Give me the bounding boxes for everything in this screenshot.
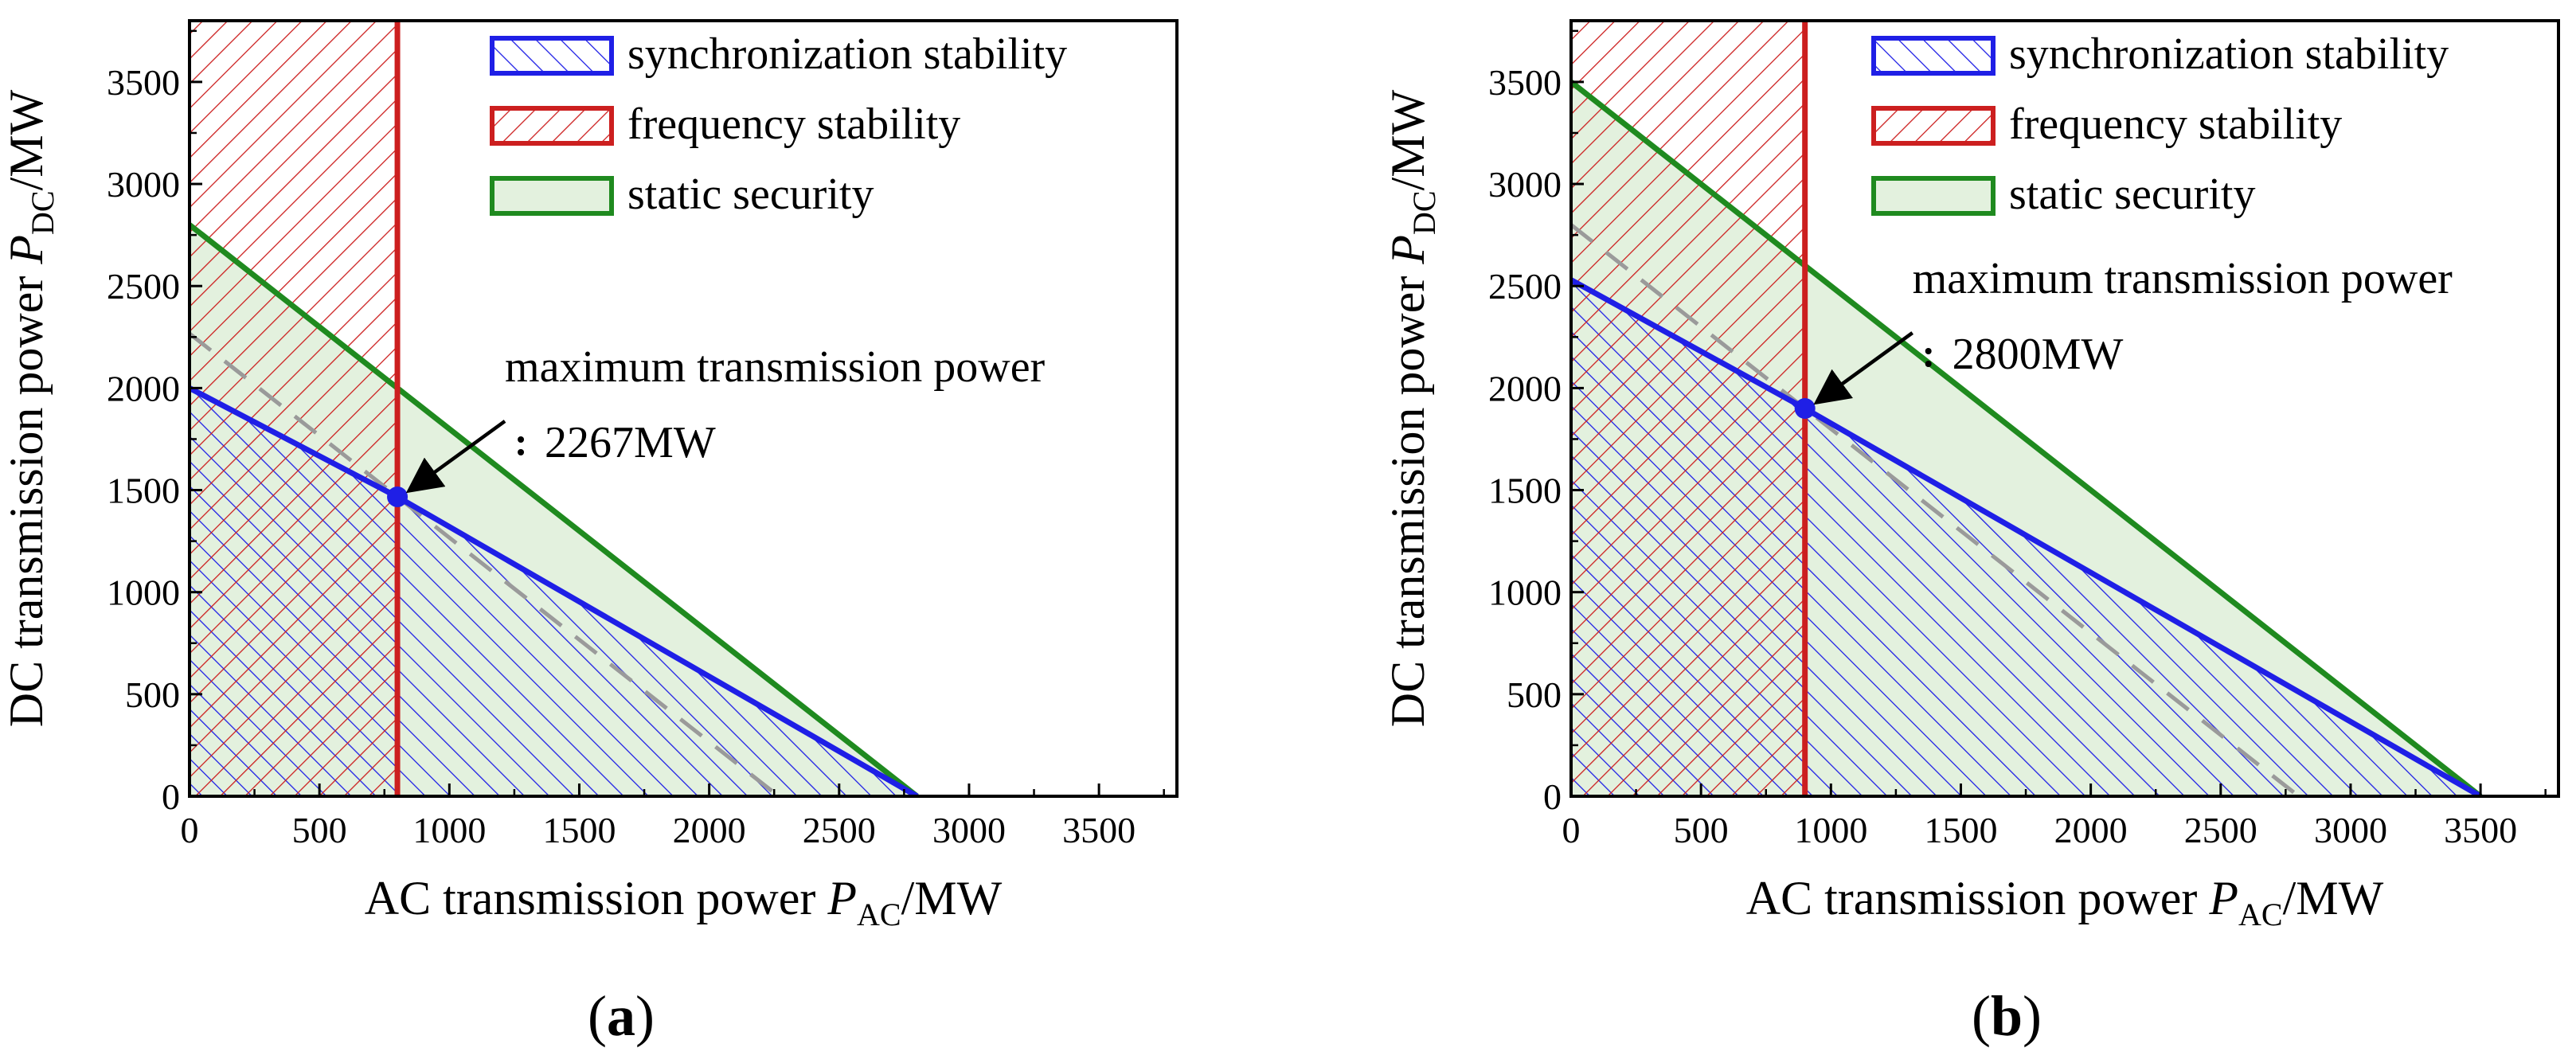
y-tick-label: 2000	[1488, 368, 1562, 408]
legend-swatch-static	[1871, 176, 1996, 216]
legend-swatch-sync	[490, 36, 614, 76]
panel-label: (b)	[1972, 984, 2042, 1048]
y-axis-title: DC transmission power PDC/MW	[1382, 89, 1442, 727]
x-tick-label: 1000	[412, 810, 486, 850]
dashed-reference-line	[1571, 223, 2300, 796]
legend-label-static: static security	[627, 170, 874, 219]
freq-stability-region	[190, 21, 398, 796]
legend-swatch-static	[490, 176, 614, 216]
legend-label-freq: frequency stability	[627, 100, 960, 149]
x-tick-label: 3500	[1062, 810, 1136, 850]
legend-label-freq: frequency stability	[2009, 100, 2342, 149]
x-axis-title: AC transmission power PAC/MW	[365, 872, 1003, 932]
x-tick-label: 0	[1562, 810, 1581, 850]
chart-panel-b: maximum transmission power 2800MW synchron…	[1382, 19, 2560, 1048]
annotation-value: 2267MW	[545, 418, 716, 467]
legend-swatch-sync	[1871, 36, 1996, 76]
panel-label: (a)	[588, 984, 655, 1048]
annotation-colon-dot	[518, 448, 525, 455]
y-tick-label: 2500	[107, 266, 180, 307]
annotation-colon-dot	[1925, 348, 1932, 354]
annotation-colon-dot	[518, 436, 525, 443]
x-tick-label: 3000	[2314, 810, 2387, 850]
annotation-value: 2800MW	[1953, 330, 2124, 379]
legend-label-sync: synchronization stability	[2009, 29, 2449, 79]
plot-area	[190, 21, 919, 796]
y-tick-label: 3000	[1488, 164, 1562, 205]
x-tick-label: 1500	[1924, 810, 1997, 850]
y-axis-title: DC transmission power PDC/MW	[0, 89, 61, 727]
x-axis-title: AC transmission power PAC/MW	[1746, 872, 2384, 932]
static-security-boundary	[1571, 80, 2483, 796]
x-tick-label: 2500	[803, 810, 876, 850]
max-transmission-point	[1794, 398, 1816, 419]
y-tick-label: 500	[1507, 674, 1562, 715]
x-tick-label: 0	[181, 810, 199, 850]
y-tick-label: 0	[162, 776, 180, 817]
y-tick-label: 3500	[1488, 62, 1562, 103]
freq-stability-region	[1571, 21, 1805, 796]
x-tick-label: 2000	[2054, 810, 2128, 850]
x-tick-label: 1000	[1794, 810, 1867, 850]
static-security-boundary	[190, 222, 919, 796]
y-tick-label: 1000	[107, 572, 180, 613]
x-tick-label: 500	[292, 810, 347, 850]
y-tick-label: 1500	[1488, 471, 1562, 511]
y-tick-label: 3000	[107, 164, 180, 205]
y-tick-label: 1000	[1488, 572, 1562, 613]
y-tick-label: 1500	[107, 471, 180, 511]
annotation-arrow	[1813, 331, 1914, 405]
x-tick-label: 2500	[2184, 810, 2257, 850]
chart-panel-a: maximum transmission power 2267MW synchron…	[0, 19, 1179, 1048]
legend-swatch-freq	[1871, 106, 1996, 146]
legend-label-static: static security	[2009, 170, 2255, 219]
annotation-colon-dot	[1925, 361, 1932, 367]
legend-swatch-freq	[490, 106, 614, 146]
y-tick-label: 0	[1543, 776, 1562, 817]
annotation-title: maximum transmission power	[1913, 254, 2453, 303]
x-tick-label: 3000	[932, 810, 1006, 850]
annotation-arrow	[405, 420, 506, 494]
y-tick-label: 2000	[107, 368, 180, 408]
y-tick-label: 2500	[1488, 266, 1562, 307]
x-tick-label: 500	[1674, 810, 1729, 850]
dashed-reference-line	[190, 331, 780, 796]
x-tick-label: 3500	[2444, 810, 2517, 850]
annotation-title: maximum transmission power	[505, 342, 1046, 392]
x-tick-label: 2000	[673, 810, 746, 850]
axes-frame	[188, 19, 1179, 798]
x-tick-label: 1500	[542, 810, 616, 850]
y-tick-label: 500	[125, 674, 180, 715]
legend-label-sync: synchronization stability	[627, 29, 1067, 79]
max-transmission-point	[387, 486, 408, 507]
axes-frame	[1569, 19, 2560, 798]
y-tick-label: 3500	[107, 62, 180, 103]
